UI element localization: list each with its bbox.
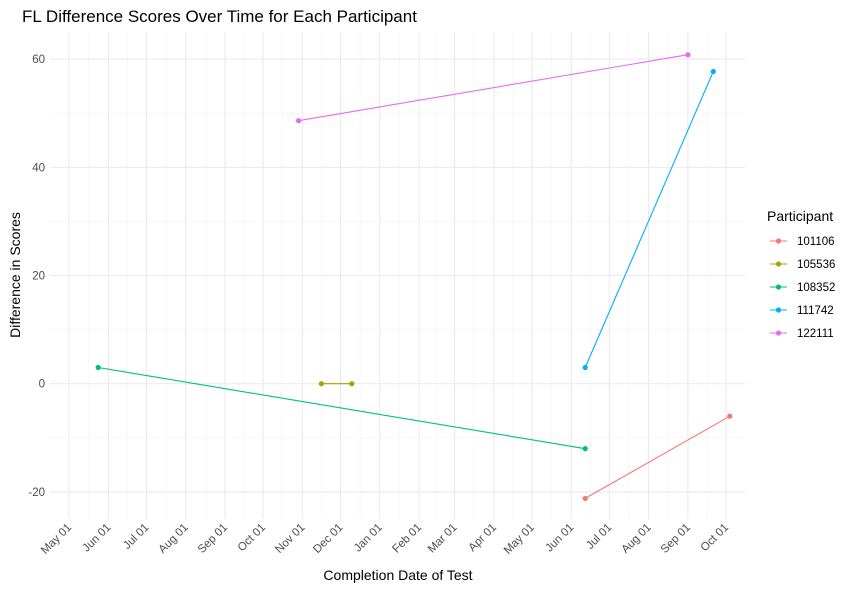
chart-title: FL Difference Scores Over Time for Each … [22, 7, 417, 26]
x-tick-label: Dec 01 [311, 522, 345, 556]
x-axis-title: Completion Date of Test [323, 567, 472, 583]
data-point [710, 68, 716, 75]
series-101106 [582, 413, 733, 502]
y-tick-label: 0 [39, 379, 45, 391]
series-122111 [295, 52, 691, 124]
y-tick-label: 20 [32, 271, 45, 283]
x-axis-ticks: May 01 Jun 01 Jul 01 Aug 01 Sep 01 Oct 01 Nov … [39, 522, 731, 557]
x-tick-label: Oct 01 [236, 522, 268, 554]
y-tick-label: 60 [32, 54, 45, 66]
x-tick-label: Sep 01 [659, 522, 693, 556]
data-point [727, 413, 733, 419]
legend-label: 101106 [797, 236, 835, 248]
legend-label: 122111 [797, 328, 834, 340]
legend-key-point [775, 330, 782, 336]
legend-label: 111742 [797, 305, 834, 317]
legend-item-111742: 111742 [770, 305, 834, 317]
series-line [98, 366, 586, 450]
x-tick-label: Nov 01 [273, 522, 307, 556]
data-point [318, 381, 325, 387]
x-tick-label: Aug 01 [157, 522, 191, 556]
legend-label: 105536 [797, 259, 835, 271]
grid [50, 32, 745, 519]
data-point [295, 118, 302, 124]
series-111742 [582, 68, 716, 371]
legend-key-point [775, 261, 782, 267]
legend-key-point [775, 284, 782, 290]
x-tick-label: Jun 01 [81, 522, 114, 555]
x-tick-label: May 01 [502, 522, 537, 557]
data-point [582, 495, 588, 502]
x-tick-label: Sep 01 [196, 522, 230, 556]
x-tick-label: Jul 01 [584, 522, 614, 552]
y-axis-ticks: -20 0 20 40 60 [28, 54, 45, 499]
x-tick-label: Apr 01 [467, 522, 499, 554]
x-tick-label: Feb 01 [390, 522, 424, 556]
x-tick-label: Jun 01 [543, 522, 576, 555]
legend-label: 108352 [797, 282, 835, 294]
data-point [582, 446, 588, 452]
legend-item-101106: 101106 [770, 236, 835, 248]
x-tick-label: Jul 01 [121, 522, 151, 552]
series-layer [95, 52, 733, 502]
data-point [582, 364, 588, 371]
data-point [95, 364, 101, 371]
y-tick-label: 40 [32, 162, 45, 174]
x-tick-label: Jan 01 [352, 522, 385, 555]
series-105536 [318, 381, 355, 387]
y-tick-label: -20 [28, 487, 45, 499]
legend-item-122111: 122111 [770, 328, 834, 340]
x-tick-label: May 01 [39, 522, 74, 557]
series-108352 [95, 364, 588, 452]
data-point [349, 381, 355, 387]
legend-key-point [775, 307, 782, 313]
legend-item-108352: 108352 [770, 282, 835, 294]
x-tick-label: Aug 01 [619, 522, 653, 556]
series-line [584, 71, 714, 368]
y-axis-title: Difference in Scores [7, 212, 23, 338]
legend-key-point [775, 238, 782, 244]
series-line [298, 54, 688, 122]
legend-title: Participant [767, 208, 833, 224]
series-line [584, 415, 731, 499]
legend-item-105536: 105536 [770, 259, 835, 271]
legend: Participant 101106 105536 108352 111742 1221… [767, 208, 835, 340]
x-tick-label: Oct 01 [699, 522, 731, 554]
data-point [685, 52, 691, 58]
x-tick-label: Mar 01 [426, 522, 460, 556]
legend-items: 101106 105536 108352 111742 122111 [770, 236, 835, 340]
